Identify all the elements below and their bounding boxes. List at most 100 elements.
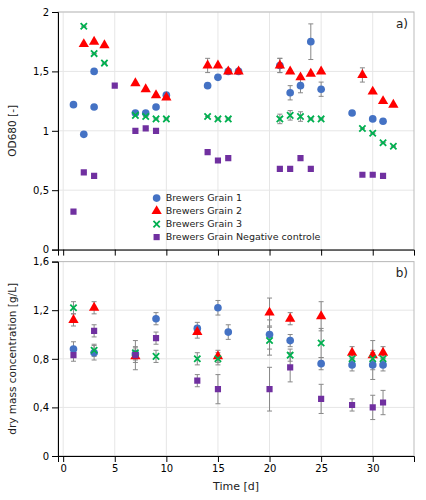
point xyxy=(275,60,285,69)
legend-symbol xyxy=(151,205,161,214)
error-bar xyxy=(370,395,375,419)
markers xyxy=(70,23,399,215)
error-bar-cap xyxy=(370,379,375,380)
point xyxy=(194,356,200,362)
error-bar-cap xyxy=(92,344,97,345)
point xyxy=(368,86,378,95)
x-axis: 051015202530 xyxy=(59,456,415,474)
point xyxy=(202,60,212,69)
x-axis-label: Time [d] xyxy=(212,480,259,493)
tick: 30 xyxy=(367,456,380,474)
grid-line xyxy=(321,262,322,456)
error-bar-cap xyxy=(288,349,293,350)
point xyxy=(318,340,324,346)
grid xyxy=(58,262,414,456)
tick xyxy=(115,250,116,256)
error-bar xyxy=(381,390,386,414)
error-bar-cap xyxy=(267,411,272,412)
tick-label: 1,5 xyxy=(33,66,49,77)
legend-item: Brewers Grain Negative controle xyxy=(154,231,321,242)
error-bar-cap xyxy=(288,85,293,86)
point xyxy=(308,116,314,122)
point xyxy=(153,128,159,134)
axis-line xyxy=(59,250,415,256)
point xyxy=(112,83,118,89)
point xyxy=(285,65,295,74)
error-bar-cap xyxy=(205,72,210,73)
plot-area xyxy=(70,23,399,215)
point xyxy=(349,356,355,362)
point xyxy=(153,335,159,341)
tick xyxy=(373,250,374,256)
error-bar xyxy=(267,367,272,411)
tick-label: 2 xyxy=(43,7,49,18)
point xyxy=(359,172,365,178)
error-bar xyxy=(288,111,293,121)
point xyxy=(91,173,97,179)
y-axis: 00,40,81,21,6 xyxy=(33,256,58,461)
error-bar-cap xyxy=(319,413,324,414)
error-bar-cap xyxy=(195,364,200,365)
point xyxy=(70,209,76,215)
tick-label: 0,8 xyxy=(33,354,49,365)
markers xyxy=(68,302,388,411)
error-bar-cap xyxy=(215,364,220,365)
error-bar-cap xyxy=(298,111,303,112)
point xyxy=(318,396,324,402)
tick: 1,5 xyxy=(33,66,58,77)
error-bar-cap xyxy=(308,59,313,60)
error-bar-cap xyxy=(360,82,365,83)
error-bars xyxy=(71,298,386,419)
grid-line xyxy=(58,310,414,311)
error-bar xyxy=(195,375,200,387)
point xyxy=(132,128,138,134)
point xyxy=(70,345,78,353)
error-bar-cap xyxy=(370,369,375,370)
error-bar-cap xyxy=(319,96,324,97)
error-bar-cap xyxy=(298,121,303,122)
error-bar-cap xyxy=(92,360,97,361)
tick-mark xyxy=(52,359,58,360)
axis-line xyxy=(52,13,59,251)
point xyxy=(306,68,316,77)
error-bar xyxy=(215,375,220,404)
tick-label: 1 xyxy=(43,126,49,137)
error-bar-cap xyxy=(370,340,375,341)
point xyxy=(318,116,324,122)
tick: 15 xyxy=(212,456,225,474)
point xyxy=(99,39,109,48)
grid-line xyxy=(58,407,414,408)
error-bar-cap xyxy=(215,315,220,316)
error-bar-cap xyxy=(277,114,282,115)
error-bar-cap xyxy=(350,411,355,412)
error-bar-cap xyxy=(154,312,159,313)
error-bar-cap xyxy=(319,357,324,358)
point xyxy=(379,117,387,125)
error-bar-cap xyxy=(298,92,303,93)
error-bar-cap xyxy=(370,419,375,420)
tick-mark xyxy=(115,250,116,256)
tick-mark xyxy=(373,250,374,256)
tick-label: 1,6 xyxy=(33,256,49,267)
tick: 2 xyxy=(43,7,58,18)
point xyxy=(286,89,294,97)
tick-mark xyxy=(52,71,58,72)
point xyxy=(215,157,221,163)
point xyxy=(91,328,97,334)
tick: 0 xyxy=(43,244,58,255)
point xyxy=(370,130,376,136)
tick-mark xyxy=(63,456,64,462)
point xyxy=(297,113,303,119)
error-bar-cap xyxy=(71,361,76,362)
tick-mark xyxy=(52,310,58,311)
point xyxy=(161,92,171,101)
point xyxy=(287,112,293,118)
point xyxy=(264,307,274,316)
error-bar xyxy=(277,114,282,124)
tick-label: 10 xyxy=(160,463,173,474)
error-bar-cap xyxy=(154,344,159,345)
point xyxy=(286,337,294,345)
point xyxy=(287,166,293,172)
point xyxy=(378,347,388,356)
tick-mark xyxy=(373,456,374,462)
